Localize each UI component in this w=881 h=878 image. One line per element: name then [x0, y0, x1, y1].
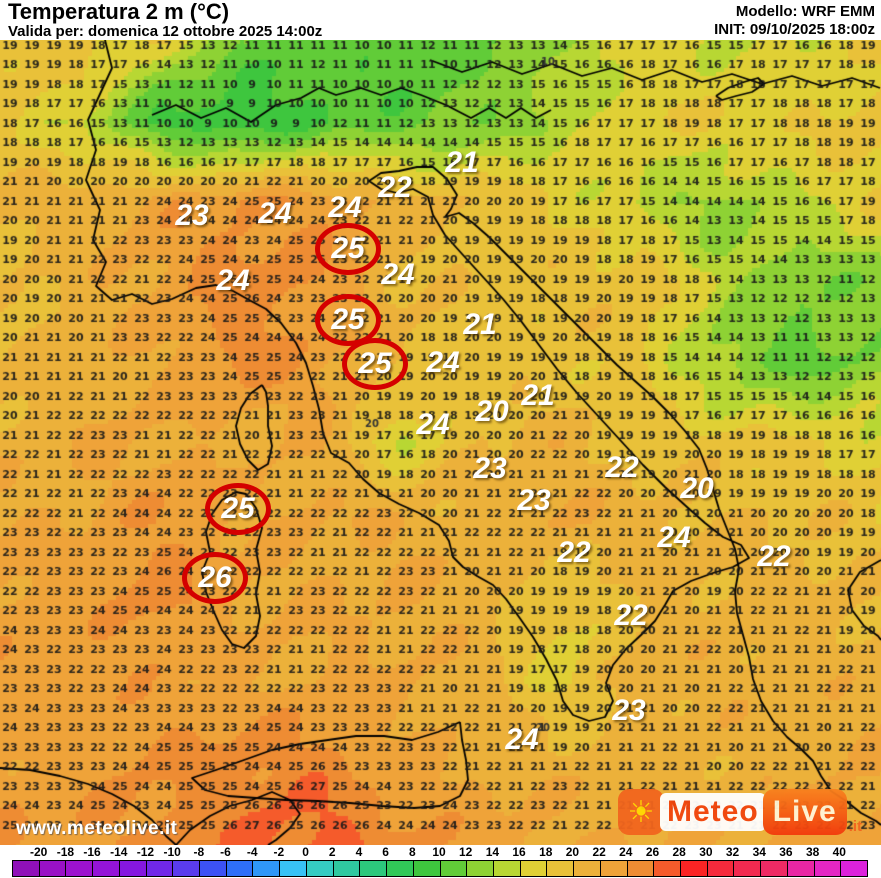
colorbar-tick-label: 12: [459, 845, 473, 859]
colorbar-cells: [12, 860, 868, 877]
colorbar-cell: [467, 861, 494, 876]
colorbar-cell: [253, 861, 281, 876]
colorbar-tick-label: -18: [56, 845, 75, 859]
colorbar-cell: [734, 861, 762, 876]
colorbar-tick-label: 36: [779, 845, 793, 859]
colorbar-cell: [841, 861, 867, 876]
valid-time-label: Valida per: domenica 12 ottobre 2025 14:…: [8, 23, 323, 40]
temperature-map: 21 22 23 24 24 24 24 21 24 21 20 24 23 22 20 23 22 24 22 22…: [0, 40, 881, 845]
colorbar-cell: [146, 861, 174, 876]
logo-text-live: Live: [762, 789, 847, 835]
circled-maximum: 25: [342, 338, 408, 390]
colorbar-cell: [680, 861, 708, 876]
colorbar-cell: [520, 861, 548, 876]
colorbar-cell: [119, 861, 147, 876]
colorbar-tick-label: -16: [83, 845, 101, 859]
watermark-link[interactable]: www.meteolive.it: [16, 818, 178, 839]
circled-maximum: 25: [315, 223, 381, 275]
colorbar-tick-label: 0: [302, 845, 309, 859]
colorbar-cell: [226, 861, 254, 876]
colorbar-cell: [814, 861, 842, 876]
logo-text-meteo: Meteo: [660, 793, 766, 831]
colorbar-tick-label: -10: [163, 845, 181, 859]
colorbar-cell: [413, 861, 441, 876]
colorbar-tick-label: -6: [220, 845, 231, 859]
colorbar-tick-label: 8: [408, 845, 416, 859]
colorbar-tick-label: 30: [699, 845, 713, 859]
colorbar-tick-label: -20: [30, 845, 48, 859]
colorbar-tick-label: -12: [136, 845, 155, 859]
sun-icon: ☀: [618, 789, 664, 835]
circled-maximum: 25: [315, 294, 381, 346]
colorbar-cell: [66, 861, 94, 876]
colorbar-tick-label: 16: [512, 845, 526, 859]
colorbar-tick-label: -14: [110, 845, 128, 859]
colorbar-cell: [761, 861, 788, 876]
colorbar-tick-label: 28: [672, 845, 686, 859]
colorbar-tick-label: 24: [619, 845, 633, 859]
colorbar-cell: [787, 861, 815, 876]
colorbar: -20 -18 -16 -14 -12 -10 -8 -6 -4 -2 0 2 4 6 8 10 12 14 16 1…: [0, 845, 881, 878]
colorbar-tick-label: 26: [645, 845, 660, 859]
colorbar-tick-label: 32: [725, 845, 740, 859]
colorbar-tick-label: 40: [832, 845, 846, 859]
circled-maximum: 26: [182, 552, 248, 604]
colorbar-cell: [360, 861, 388, 876]
colorbar-cell: [306, 861, 334, 876]
colorbar-cell: [200, 861, 227, 876]
colorbar-tick-label: 38: [805, 845, 820, 859]
colorbar-cell: [600, 861, 628, 876]
colorbar-tick-label: 14: [485, 845, 500, 859]
colorbar-tick-label: 34: [752, 845, 766, 859]
colorbar-tick-label: -2: [273, 845, 285, 859]
header: Temperatura 2 m (°C) Valida per: domenic…: [0, 0, 881, 40]
temperature-field-canvas: [0, 40, 881, 845]
colorbar-tick-label: -4: [246, 845, 258, 859]
colorbar-tick-label: 18: [539, 845, 553, 859]
colorbar-cell: [627, 861, 655, 876]
colorbar-tick-label: -8: [193, 845, 205, 859]
colorbar-tick-label: 4: [355, 845, 363, 859]
colorbar-cell: [13, 861, 40, 876]
colorbar-cell: [280, 861, 307, 876]
colorbar-cell: [387, 861, 414, 876]
colorbar-cell: [654, 861, 681, 876]
colorbar-tick-label: 22: [592, 845, 606, 859]
meteolive-logo[interactable]: ☀ Meteo Live .it: [618, 789, 862, 835]
colorbar-cell: [707, 861, 735, 876]
colorbar-cell: [39, 861, 67, 876]
init-time-label: INIT: 09/10/2025 18:00z: [714, 21, 875, 38]
colorbar-cell: [574, 861, 601, 876]
circled-maximum: 25: [205, 483, 271, 535]
model-label: Modello: WRF EMM: [735, 3, 875, 20]
colorbar-cell: [333, 861, 361, 876]
colorbar-cell: [493, 861, 521, 876]
colorbar-tick-labels: -20 -18 -16 -14 -12 -10 -8 -6 -4 -2 0 2 4 6 8 10 12 14 16 1…: [0, 845, 881, 859]
colorbar-cell: [93, 861, 120, 876]
colorbar-tick-label: 6: [382, 845, 389, 859]
logo-text-it: .it: [848, 818, 863, 835]
colorbar-tick-label: 10: [432, 845, 446, 859]
colorbar-tick-label: 2: [328, 845, 336, 859]
colorbar-cell: [547, 861, 575, 876]
colorbar-tick-label: 20: [565, 845, 580, 859]
page-title: Temperatura 2 m (°C): [8, 0, 230, 24]
colorbar-cell: [440, 861, 468, 876]
colorbar-cell: [173, 861, 201, 876]
